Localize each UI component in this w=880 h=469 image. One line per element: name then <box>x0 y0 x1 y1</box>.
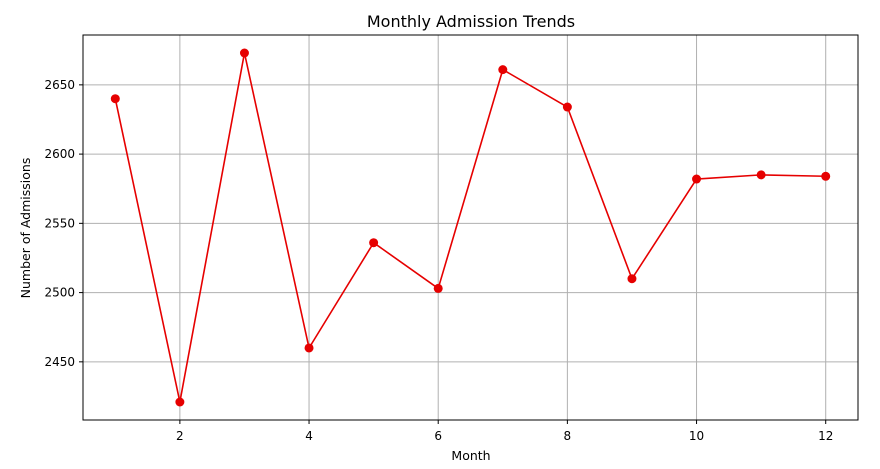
grid-lines <box>83 35 858 420</box>
plot-area-frame <box>82 34 859 421</box>
data-point <box>304 343 314 353</box>
y-tick-label: 2600 <box>44 147 75 161</box>
data-point <box>692 174 702 184</box>
y-axis-ticks: 2450 2500 2550 2600 2650 <box>44 78 83 369</box>
data-point <box>562 102 572 112</box>
y-tick-label: 2650 <box>44 78 75 92</box>
data-point <box>239 48 249 58</box>
data-point <box>821 171 831 181</box>
x-tick-label: 2 <box>176 429 184 443</box>
x-tick-label: 8 <box>564 429 572 443</box>
x-tick-label: 4 <box>305 429 313 443</box>
series-line <box>114 52 826 403</box>
data-point <box>627 274 637 284</box>
data-point <box>433 283 443 293</box>
markers-layer <box>110 48 831 407</box>
data-point <box>756 170 766 180</box>
data-point <box>110 94 120 104</box>
series-layer <box>114 52 826 403</box>
x-tick-label: 6 <box>434 429 442 443</box>
chart-title: Monthly Admission Trends <box>367 12 575 31</box>
y-tick-label: 2550 <box>44 216 75 230</box>
x-axis-ticks: 2 4 6 8 10 12 <box>176 420 833 443</box>
data-point <box>369 238 379 248</box>
x-tick-label: 10 <box>689 429 704 443</box>
data-point <box>498 65 508 75</box>
data-point <box>175 397 185 407</box>
x-tick-label: 12 <box>818 429 833 443</box>
x-axis-label: Month <box>451 448 490 463</box>
y-tick-label: 2500 <box>44 286 75 300</box>
y-tick-label: 2450 <box>44 355 75 369</box>
y-axis-label: Number of Admissions <box>18 158 33 299</box>
